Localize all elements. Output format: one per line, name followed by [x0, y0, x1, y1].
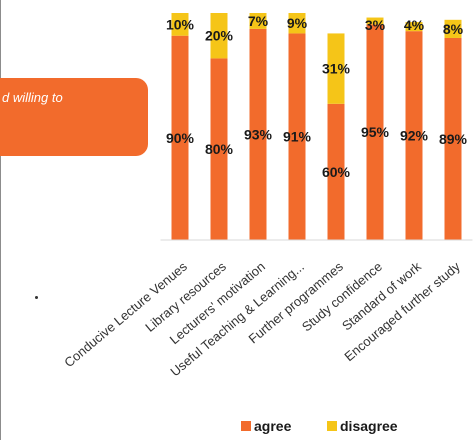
bar-disagree-0 — [171, 13, 189, 36]
data-label-agree-1: 80% — [205, 141, 234, 157]
bar-disagree-2 — [249, 13, 267, 29]
bar-agree-1 — [210, 58, 228, 241]
bar-disagree-1 — [210, 13, 228, 59]
bar-agree-4 — [327, 103, 345, 240]
bar-agree-5 — [366, 24, 384, 240]
bar-disagree-3 — [288, 13, 306, 34]
left-border-line — [0, 0, 1, 440]
data-label-agree-6: 92% — [400, 128, 429, 144]
data-label-agree-0: 90% — [166, 130, 195, 146]
bullet-dot — [35, 296, 38, 299]
bar-agree-0 — [171, 35, 189, 241]
data-label-disagree-3: 9% — [287, 15, 308, 31]
data-label-agree-7: 89% — [439, 131, 468, 147]
data-labels-group: 90% 10% 80% 20% 93% 7% 91% 9% 60% 31% 95% 3% 92% 4% 89… — [166, 13, 468, 180]
bar-agree-3 — [288, 33, 306, 241]
callout-box: d willing to — [0, 78, 148, 156]
data-label-agree-3: 91% — [283, 129, 312, 145]
data-label-disagree-6: 4% — [404, 17, 425, 33]
bar-disagree-5 — [366, 17, 384, 25]
bar-agree-2 — [249, 28, 267, 240]
legend-swatch-agree — [241, 421, 251, 431]
callout-text: d willing to — [2, 90, 63, 105]
legend-label-disagree: disagree — [340, 418, 398, 434]
data-label-agree-2: 93% — [244, 126, 273, 142]
legend: agree disagree — [241, 418, 398, 434]
legend-swatch-disagree — [327, 421, 337, 431]
data-label-disagree-5: 3% — [365, 17, 386, 33]
bar-agree-6 — [405, 31, 423, 240]
data-label-agree-5: 95% — [361, 124, 390, 140]
bar-agree-7 — [444, 37, 462, 240]
data-label-agree-4: 60% — [322, 164, 351, 180]
bar-disagree-6 — [405, 22, 423, 32]
data-label-disagree-2: 7% — [248, 13, 269, 29]
bar-disagree-7 — [444, 19, 462, 38]
data-label-disagree-0: 10% — [166, 16, 195, 32]
legend-label-agree: agree — [254, 418, 292, 434]
data-label-disagree-4: 31% — [322, 61, 351, 77]
data-label-disagree-1: 20% — [205, 28, 234, 44]
data-label-disagree-7: 8% — [443, 21, 464, 37]
bars-group — [171, 13, 462, 241]
bar-disagree-4 — [327, 33, 345, 104]
